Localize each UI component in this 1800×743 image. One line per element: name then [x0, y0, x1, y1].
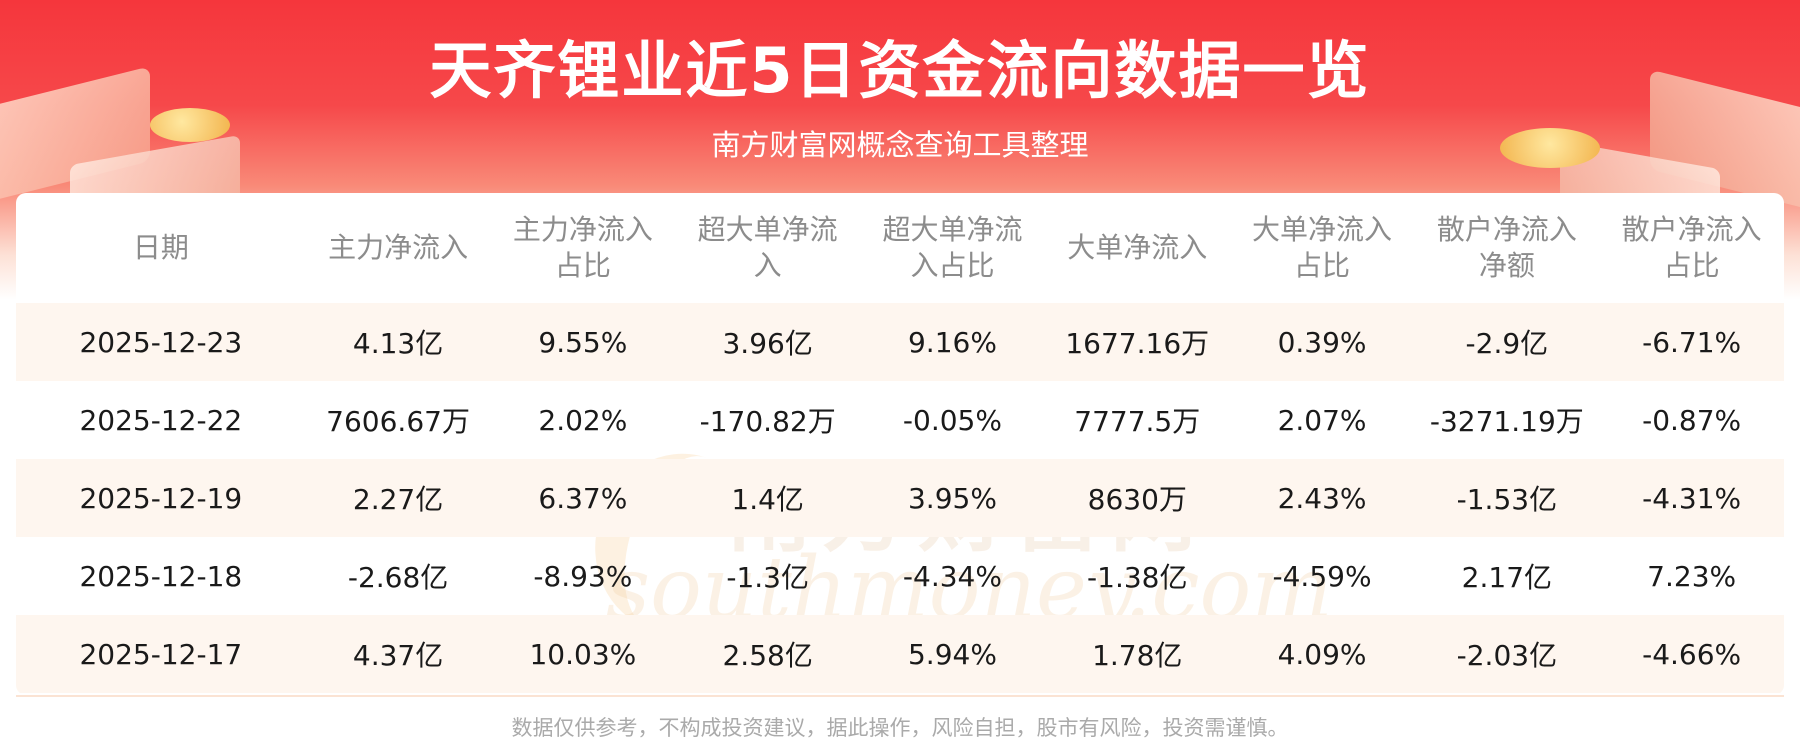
value-cell: 9.16%	[907, 325, 997, 359]
column-header-line: 主力净流入	[512, 213, 653, 246]
value-cell: -2.9亿	[1465, 327, 1549, 360]
date-cell: 2025-12-17	[79, 637, 243, 671]
column-header: 散户净流入 净额	[1414, 212, 1599, 284]
value-cell: 10.03%	[529, 637, 637, 671]
column-header: 日期	[16, 230, 306, 266]
page-title: 天齐锂业近5日资金流向数据一览	[429, 34, 1371, 107]
value-cell: 2.17亿	[1461, 561, 1553, 594]
value-cell: 2.27亿	[352, 483, 444, 516]
column-header-line: 大单净流入	[1252, 213, 1393, 246]
value-cell: 6.37%	[538, 481, 628, 515]
disclaimer: 数据仅供参考，不构成投资建议，据此操作，风险自担，股市有风险，投资需谨慎。	[511, 716, 1289, 740]
value-cell: 0.39%	[1277, 325, 1367, 359]
value-cell: 7606.67万	[326, 405, 470, 438]
column-header: 超大单净流 入占比	[860, 212, 1045, 284]
value-cell: 3.95%	[907, 481, 997, 515]
date-cell: 2025-12-22	[79, 403, 243, 437]
value-cell: 2.43%	[1277, 481, 1367, 515]
column-header-line: 大单净流入	[1067, 231, 1208, 264]
column-header-line: 占比	[1294, 249, 1351, 282]
gold-coin-icon	[150, 108, 230, 142]
value-cell: 9.55%	[538, 325, 628, 359]
value-cell: -4.66%	[1642, 637, 1742, 671]
value-cell: 2.58亿	[722, 639, 813, 672]
column-header-line: 入	[753, 249, 782, 282]
footer-divider	[16, 695, 1784, 697]
value-cell: 7.23%	[1647, 559, 1737, 593]
column-header-line: 散户净流入	[1621, 213, 1762, 246]
value-cell: -1.38亿	[1087, 561, 1188, 594]
value-cell: 1677.16万	[1065, 327, 1210, 360]
value-cell: -6.71%	[1642, 325, 1742, 359]
value-cell: 7777.5万	[1074, 405, 1201, 438]
column-header-line: 占比	[1663, 249, 1720, 282]
table-row: 2025-12-23 4.13亿 9.55% 3.96亿 9.16% 1677.16万 0.…	[16, 303, 1784, 381]
value-cell: -1.3亿	[726, 561, 809, 594]
value-cell: -170.82万	[699, 405, 836, 438]
table-row: 2025-12-22 7606.67万 2.02% -170.82万 -0.05% 777…	[16, 381, 1784, 459]
value-cell: -0.05%	[902, 403, 1002, 437]
column-header-line: 占比	[554, 249, 611, 282]
column-header-line: 净额	[1478, 249, 1535, 282]
value-cell: -2.03亿	[1456, 639, 1558, 672]
value-cell: 2.07%	[1277, 403, 1367, 437]
value-cell: -2.68亿	[347, 561, 449, 594]
column-header-line: 主力净流入	[328, 231, 469, 264]
column-header-line: 日期	[132, 231, 189, 264]
value-cell: -4.59%	[1272, 559, 1372, 593]
column-header-line: 超大单净流	[697, 213, 838, 246]
value-cell: -0.87%	[1642, 403, 1742, 437]
value-cell: 3.96亿	[722, 327, 813, 360]
value-cell: 4.09%	[1277, 637, 1367, 671]
date-cell: 2025-12-23	[79, 325, 243, 359]
value-cell: 4.37亿	[352, 639, 444, 672]
column-header: 大单净流入	[1045, 230, 1230, 266]
value-cell: 4.13亿	[352, 327, 444, 360]
page-subtitle: 南方财富网概念查询工具整理	[711, 128, 1089, 162]
date-cell: 2025-12-19	[79, 481, 243, 515]
table-row: 2025-12-19 2.27亿 6.37% 1.4亿 3.95% 8630万 2.43% -…	[16, 459, 1784, 537]
column-header: 超大单净流入	[675, 212, 860, 284]
value-cell: 8630万	[1087, 483, 1187, 516]
value-cell: 5.94%	[907, 637, 997, 671]
value-cell: -8.93%	[533, 559, 633, 593]
date-cell: 2025-12-18	[79, 559, 243, 593]
column-header: 主力净流入 占比	[490, 212, 675, 284]
table-row: 2025-12-17 4.37亿 10.03% 2.58亿 5.94% 1.78亿 4.09…	[16, 615, 1784, 693]
table-row: 2025-12-18 -2.68亿 -8.93% -1.3亿 -4.34% -1.38亿 -…	[16, 537, 1784, 615]
value-cell: 2.02%	[538, 403, 628, 437]
column-header-line: 散户净流入	[1436, 213, 1577, 246]
value-cell: -4.31%	[1642, 481, 1742, 515]
value-cell: -1.53亿	[1456, 483, 1558, 516]
gold-coin-icon	[1500, 128, 1600, 168]
column-header-line: 超大单净流	[882, 213, 1023, 246]
column-header: 主力净流入	[306, 230, 491, 266]
value-cell: 1.78亿	[1092, 639, 1183, 672]
table-header: 日期 主力净流入 主力净流入 占比 超大单净流入超大单净流 入占比 大单净流入 大单净流入 占比…	[16, 193, 1784, 303]
value-cell: -4.34%	[902, 559, 1002, 593]
column-header: 散户净流入 占比	[1599, 212, 1784, 284]
column-header: 大单净流入 占比	[1230, 212, 1415, 284]
data-table: 南方财富网 southmoney.com 日期主力净流入主力净流入占比超大单净流…	[16, 193, 1784, 695]
value-cell: -3271.19万	[1429, 405, 1584, 438]
column-header-line: 入占比	[910, 249, 995, 282]
value-cell: 1.4亿	[731, 483, 804, 516]
